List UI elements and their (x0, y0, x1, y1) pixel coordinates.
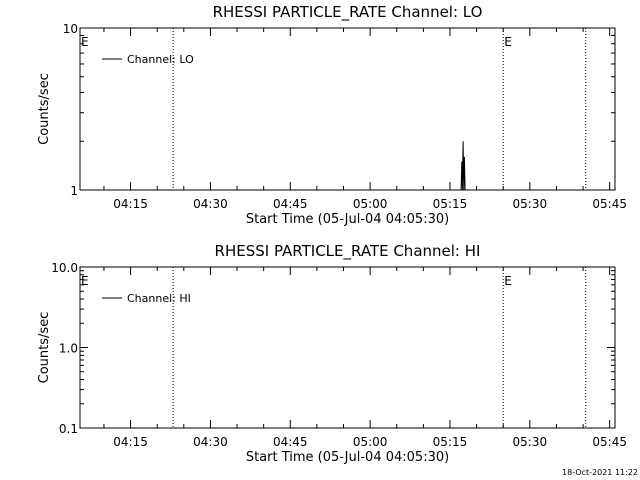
x-tick-label: 04:15 (113, 435, 148, 449)
series-line (460, 141, 466, 191)
y-axis-label: Counts/sec (37, 312, 52, 384)
event-marker: E (504, 35, 512, 49)
y-tick-label: 1.0 (59, 342, 78, 356)
chart-title: RHESSI PARTICLE_RATE Channel: LO (213, 3, 483, 22)
legend-label: Channel: HI (127, 292, 191, 305)
event-marker: E (81, 274, 89, 288)
x-axis-label: Start Time (05-Jul-04 04:05:30) (246, 450, 449, 465)
y-axis-label: Counts/sec (37, 73, 52, 145)
y-tick-label: 1 (70, 184, 78, 198)
x-tick-label: 04:45 (273, 435, 308, 449)
panel-lo: RHESSI PARTICLE_RATE Channel: LO 04:15 04:… (37, 3, 627, 227)
x-tick-label: 04:15 (113, 197, 148, 211)
x-tick-label: 04:30 (193, 197, 228, 211)
x-tick-label: 05:30 (513, 435, 548, 449)
x-tick-label: 05:45 (592, 435, 627, 449)
y-tick-label: 10 (63, 22, 78, 36)
x-axis-label: Start Time (05-Jul-04 04:05:30) (246, 212, 449, 227)
event-marker: E (81, 35, 89, 49)
plot-frame (79, 27, 616, 191)
x-tick-label: 04:30 (193, 435, 228, 449)
panel-hi: RHESSI PARTICLE_RATE Channel: HI 04:15 04:… (37, 242, 627, 465)
x-tick-label: 05:15 (433, 435, 468, 449)
timestamp: 18-Oct-2021 11:22 (562, 468, 638, 477)
x-tick-label: 05:00 (353, 435, 388, 449)
event-marker: E (504, 274, 512, 288)
legend-label: Channel: LO (127, 53, 194, 66)
x-tick-label: 05:45 (592, 197, 627, 211)
y-tick-label: 0.1 (59, 422, 78, 436)
x-tick-label: 05:30 (513, 197, 548, 211)
x-tick-label: 05:00 (353, 197, 388, 211)
chart-title: RHESSI PARTICLE_RATE Channel: HI (215, 242, 481, 261)
x-tick-label: 05:15 (433, 197, 468, 211)
x-tick-label: 04:45 (273, 197, 308, 211)
y-tick-label: 10.0 (51, 261, 78, 275)
